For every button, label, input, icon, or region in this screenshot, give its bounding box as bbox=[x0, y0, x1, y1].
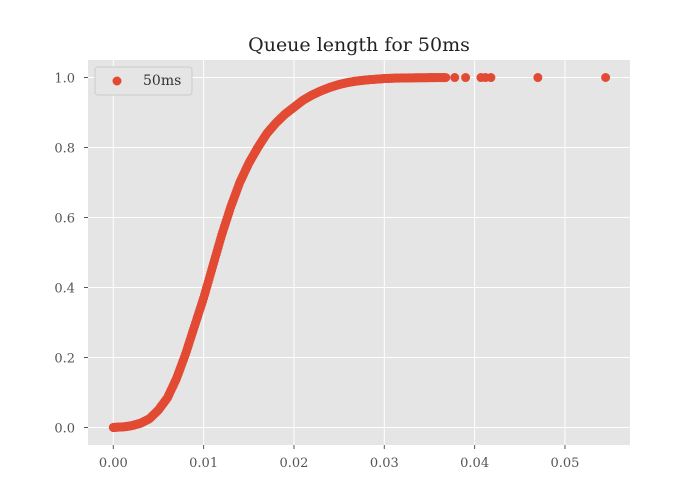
y-tick-label: 0.4 bbox=[54, 282, 75, 297]
data-point bbox=[190, 321, 200, 331]
data-point bbox=[388, 73, 398, 83]
x-tick-label: 0.02 bbox=[279, 456, 308, 471]
data-point bbox=[432, 73, 442, 83]
data-point bbox=[450, 73, 460, 83]
data-point bbox=[289, 102, 299, 112]
data-point bbox=[110, 422, 120, 432]
data-point bbox=[244, 158, 254, 168]
data-point bbox=[235, 178, 245, 187]
data-point bbox=[343, 77, 353, 87]
data-point bbox=[208, 262, 218, 271]
data-point bbox=[352, 76, 362, 86]
y-tick-label: 1.0 bbox=[54, 72, 75, 87]
y-tick-label: 0.8 bbox=[54, 142, 75, 157]
data-point bbox=[162, 393, 172, 403]
y-tick-label: 0.6 bbox=[54, 212, 75, 227]
y-tick-label: 0.0 bbox=[54, 422, 75, 437]
legend-label-50ms: 50ms bbox=[143, 73, 181, 89]
x-axis-ticks: 0.00 0.01 0.02 0.03 0.04 0.05 bbox=[99, 445, 579, 471]
data-point bbox=[153, 405, 163, 415]
y-axis-ticks: 0.0 0.2 0.4 0.6 0.8 1.0 bbox=[54, 72, 88, 437]
data-point bbox=[119, 422, 129, 432]
data-point bbox=[298, 95, 308, 105]
data-point bbox=[325, 82, 335, 92]
legend: 50ms bbox=[94, 66, 193, 96]
data-point bbox=[361, 75, 371, 85]
data-point bbox=[172, 374, 182, 383]
data-point bbox=[379, 74, 389, 84]
chart-title: Queue length for 50ms bbox=[248, 34, 470, 56]
data-point bbox=[533, 73, 543, 83]
data-point bbox=[441, 73, 451, 83]
data-point bbox=[253, 143, 263, 152]
data-point bbox=[424, 73, 434, 83]
x-tick-label: 0.03 bbox=[370, 456, 399, 471]
grid-lines bbox=[88, 60, 630, 445]
data-point bbox=[126, 421, 136, 431]
x-tick-label: 0.05 bbox=[550, 456, 579, 471]
scatter-series bbox=[108, 73, 611, 432]
legend-box bbox=[94, 66, 193, 96]
data-point bbox=[262, 129, 272, 138]
data-point bbox=[397, 73, 407, 83]
data-point bbox=[406, 73, 416, 83]
data-point bbox=[415, 73, 425, 83]
data-point bbox=[199, 293, 209, 303]
data-point bbox=[486, 73, 496, 83]
data-point bbox=[226, 202, 236, 212]
data-point bbox=[334, 80, 344, 89]
data-point bbox=[280, 109, 290, 119]
data-point bbox=[144, 414, 154, 424]
data-point bbox=[217, 230, 227, 240]
data-point bbox=[271, 118, 281, 128]
data-point bbox=[181, 349, 191, 359]
y-tick-label: 0.2 bbox=[54, 352, 75, 367]
data-point bbox=[461, 73, 471, 83]
x-tick-label: 0.00 bbox=[99, 456, 128, 471]
data-point bbox=[316, 86, 326, 96]
x-tick-label: 0.04 bbox=[460, 456, 489, 471]
data-point bbox=[601, 73, 611, 82]
data-point bbox=[307, 90, 317, 100]
x-tick-label: 0.01 bbox=[189, 456, 218, 471]
data-point bbox=[370, 74, 380, 84]
legend-marker-50ms bbox=[112, 76, 122, 86]
data-point bbox=[135, 418, 145, 428]
